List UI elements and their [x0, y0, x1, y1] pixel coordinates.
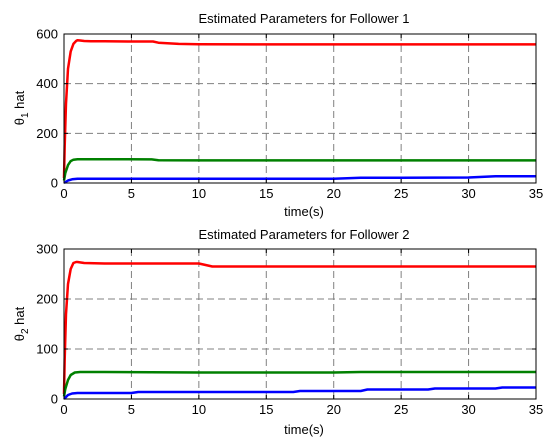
x-tick-label: 30	[461, 186, 475, 201]
x-tick-label: 25	[394, 186, 408, 201]
y-tick-label: 600	[36, 27, 58, 42]
x-tick-label: 35	[529, 402, 543, 417]
series-line-1	[62, 38, 536, 179]
series-lines	[62, 260, 536, 400]
chart-title: Estimated Parameters for Follower 1	[199, 11, 410, 26]
series-line-2	[62, 370, 536, 397]
x-tick-label: 25	[394, 402, 408, 417]
grid-lines	[64, 249, 536, 399]
x-tick-label: 20	[326, 402, 340, 417]
y-axis-label-suffix: hat	[12, 306, 27, 328]
y-axis-label-symbol: θ	[12, 118, 27, 125]
series-line-1	[62, 260, 536, 395]
y-axis-label-symbol: θ	[12, 334, 27, 341]
y-tick-label: 300	[36, 242, 58, 257]
chart-panel-follower-2: Estimated Parameters for Follower 2 0 5 10…	[12, 227, 543, 437]
chart-panel-follower-1: Estimated Parameters for Follower 1 0 5 10…	[12, 11, 543, 219]
x-axis-ticks: 0 5 10 15 20 25 30 35	[60, 34, 543, 201]
y-tick-label: 0	[51, 176, 58, 191]
x-axis-label: time(s)	[284, 204, 324, 219]
x-tick-label: 5	[128, 186, 135, 201]
plot-frame	[63, 33, 537, 184]
x-tick-label: 0	[60, 402, 67, 417]
series-line-2	[62, 157, 536, 181]
x-tick-label: 10	[192, 186, 206, 201]
y-axis-ticks: 0 200 400 600	[36, 27, 536, 191]
y-tick-label: 100	[36, 342, 58, 357]
y-tick-label: 400	[36, 76, 58, 91]
x-tick-label: 20	[326, 186, 340, 201]
series-line-3	[63, 175, 536, 185]
series-lines	[62, 38, 536, 185]
series-line-3	[63, 386, 536, 400]
chart-title: Estimated Parameters for Follower 2	[199, 227, 410, 242]
x-axis-label: time(s)	[284, 422, 324, 437]
y-axis-label: θ2 hat	[12, 306, 31, 341]
x-tick-label: 35	[529, 186, 543, 201]
x-tick-label: 5	[128, 402, 135, 417]
y-axis-label-subscript: 1	[20, 112, 31, 118]
y-axis-label: θ1 hat	[12, 90, 31, 125]
x-tick-label: 30	[461, 402, 475, 417]
x-axis-ticks: 0 5 10 15 20 25 30 35	[60, 249, 543, 417]
y-tick-label: 0	[51, 392, 58, 407]
y-tick-label: 200	[36, 126, 58, 141]
y-axis-label-subscript: 2	[20, 328, 31, 334]
y-axis-label-suffix: hat	[12, 90, 27, 112]
x-tick-label: 10	[192, 402, 206, 417]
x-tick-label: 15	[259, 186, 273, 201]
y-axis-ticks: 0 100 200 300	[36, 242, 536, 407]
plot-frame	[63, 248, 537, 400]
x-tick-label: 15	[259, 402, 273, 417]
x-tick-label: 0	[60, 186, 67, 201]
y-tick-label: 200	[36, 292, 58, 307]
